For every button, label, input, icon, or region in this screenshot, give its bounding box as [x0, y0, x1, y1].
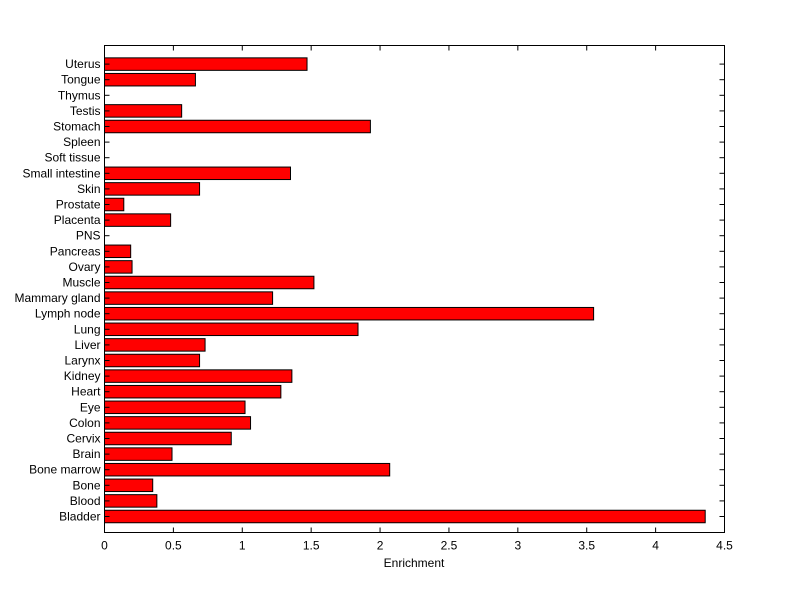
x-axis-label: Enrichment — [384, 556, 445, 570]
bar-testis — [104, 104, 183, 118]
x-tick-label-0: 0 — [101, 539, 108, 553]
bar-liver — [104, 338, 206, 352]
y-tick-label-pns: PNS — [76, 229, 101, 243]
x-tick-label-7: 3.5 — [578, 539, 595, 553]
y-tick-label-spleen: Spleen — [63, 135, 100, 149]
bar-eye — [104, 400, 246, 415]
y-tick-label-tongue: Tongue — [61, 73, 101, 87]
y-tick-label-placenta: Placenta — [54, 213, 101, 227]
bar-mammary-gland — [104, 291, 274, 305]
bar-brain — [104, 447, 173, 461]
y-tick-label-blood: Blood — [70, 494, 101, 508]
bar-stomach — [104, 119, 371, 134]
y-tick-label-uterus: Uterus — [65, 57, 100, 71]
y-tick-label-pancreas: Pancreas — [50, 244, 101, 258]
y-tick-label-small-intestine: Small intestine — [22, 166, 100, 180]
y-tick-label-ovary: Ovary — [68, 260, 100, 274]
x-tick-label-6: 3 — [514, 539, 521, 553]
y-tick-label-heart: Heart — [71, 385, 101, 399]
y-tick-label-cervix: Cervix — [66, 432, 100, 446]
bar-small-intestine — [104, 166, 291, 181]
y-tick-label-lung: Lung — [74, 322, 101, 336]
y-tick-label-eye: Eye — [80, 400, 101, 414]
bars-layer — [104, 57, 706, 524]
bar-heart — [104, 384, 282, 399]
bar-cervix — [104, 431, 232, 446]
x-tick-label-4: 2 — [377, 539, 384, 553]
y-tick-label-thymus: Thymus — [58, 88, 101, 102]
y-tick-label-kidney: Kidney — [64, 369, 101, 383]
bar-lung — [104, 322, 359, 337]
plot-frame — [104, 45, 725, 533]
y-tick-label-larynx: Larynx — [64, 354, 100, 368]
y-tick-label-soft-tissue: Soft tissue — [44, 151, 100, 165]
y-tick-label-colon: Colon — [69, 416, 100, 430]
x-tick-label-5: 2.5 — [441, 539, 458, 553]
y-tick-label-stomach: Stomach — [53, 120, 100, 134]
y-tick-label-testis: Testis — [70, 104, 101, 118]
x-axis: 0 0.5 1 1.5 2 2.5 3 3.5 4 4.5 — [101, 45, 733, 553]
x-tick-label-9: 4.5 — [716, 539, 733, 553]
bar-bone — [104, 478, 154, 493]
x-tick-label-8: 4 — [652, 539, 659, 553]
bar-colon — [104, 416, 252, 430]
x-tick-label-3: 1.5 — [303, 539, 320, 553]
bar-tongue — [104, 72, 196, 87]
y-tick-label-bladder: Bladder — [59, 510, 100, 524]
y-tick-label-bone: Bone — [72, 478, 100, 492]
bar-larynx — [104, 353, 201, 368]
y-tick-label-lymph-node: Lymph node — [35, 307, 101, 321]
bar-kidney — [104, 369, 293, 383]
bar-placenta — [104, 213, 172, 227]
y-tick-label-bone-marrow: Bone marrow — [29, 463, 101, 477]
y-tick-label-liver: Liver — [74, 338, 100, 352]
bar-bone-marrow — [104, 462, 391, 477]
y-tick-label-muscle: Muscle — [62, 276, 100, 290]
bar-blood — [104, 494, 158, 508]
bar-bladder — [104, 509, 706, 524]
bar-uterus — [104, 57, 308, 71]
y-tick-label-mammary-gland: Mammary gland — [14, 291, 100, 305]
x-tick-label-2: 1 — [239, 539, 246, 553]
y-tick-label-skin: Skin — [77, 182, 100, 196]
bar-skin — [104, 182, 201, 196]
bar-lymph-node — [104, 306, 595, 321]
x-tick-label-1: 0.5 — [165, 539, 182, 553]
y-tick-label-brain: Brain — [72, 447, 100, 461]
bar-muscle — [104, 275, 315, 290]
y-tick-label-prostate: Prostate — [56, 198, 101, 212]
